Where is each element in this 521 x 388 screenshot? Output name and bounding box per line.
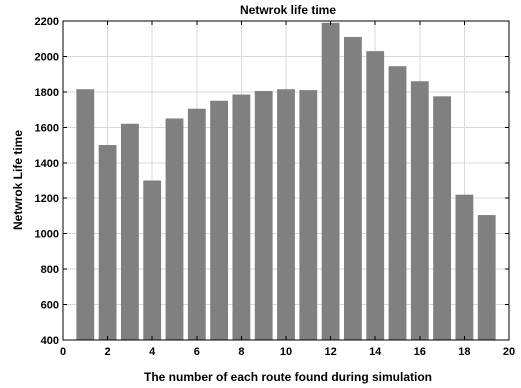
x-tick-label: 6 <box>194 346 200 358</box>
bar-9 <box>254 91 273 340</box>
y-tick-label: 1400 <box>35 158 59 170</box>
x-tick-label: 2 <box>105 346 111 358</box>
y-tick-label: 600 <box>41 300 59 312</box>
y-tick-label: 2000 <box>35 51 59 63</box>
axis-ticks <box>62 20 510 341</box>
x-tick-label: 16 <box>414 346 426 358</box>
bar-2 <box>98 145 117 340</box>
bar-11 <box>299 90 318 340</box>
bar-16 <box>410 81 429 340</box>
bar-6 <box>187 108 206 340</box>
bar-13 <box>343 36 362 340</box>
bar-17 <box>433 96 452 340</box>
x-tick-label: 8 <box>238 346 244 358</box>
x-tick-label: 12 <box>324 346 336 358</box>
bar-4 <box>143 180 162 340</box>
chart-title: Netwrok life time <box>240 3 336 17</box>
bars <box>76 22 496 341</box>
bar-19 <box>477 215 496 340</box>
x-tick-label: 0 <box>60 346 66 358</box>
x-tick-label: 14 <box>369 346 382 358</box>
bar-18 <box>455 194 474 340</box>
y-tick-label: 400 <box>41 335 59 347</box>
x-tick-label: 4 <box>149 346 156 358</box>
bar-8 <box>232 94 251 340</box>
x-tick-label: 20 <box>503 346 515 358</box>
bar-15 <box>388 66 407 341</box>
bar-3 <box>120 123 139 341</box>
bar-10 <box>277 89 295 340</box>
x-tick-label: 18 <box>458 346 470 358</box>
bar-7 <box>210 100 229 340</box>
x-axis-label: The number of each route found during si… <box>144 370 432 384</box>
y-tick-label: 1000 <box>35 229 59 241</box>
bar-14 <box>366 51 385 340</box>
y-axis-label: Netwrok Life time <box>11 130 25 230</box>
y-tick-label: 800 <box>41 264 59 276</box>
bar-12 <box>321 22 340 341</box>
bar-5 <box>165 118 184 340</box>
bar-1 <box>76 89 95 340</box>
y-tick-label: 1200 <box>35 193 59 205</box>
x-tick-label: 10 <box>280 346 292 358</box>
y-tick-label: 1800 <box>35 87 59 99</box>
y-tick-label: 1600 <box>35 122 59 134</box>
y-tick-label: 2200 <box>35 16 59 28</box>
